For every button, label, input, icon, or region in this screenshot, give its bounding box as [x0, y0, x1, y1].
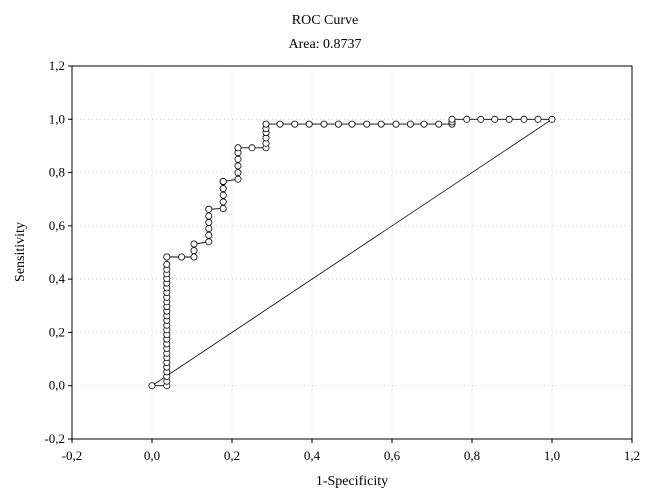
x-axis-label: 1-Specificity	[316, 474, 388, 489]
roc-point	[178, 253, 186, 261]
y-axis-label: Sensitivity	[13, 222, 28, 282]
y-tick-label: 0,0	[49, 378, 65, 393]
roc-point	[420, 120, 428, 128]
roc-point	[348, 120, 356, 128]
roc-point	[205, 205, 213, 213]
roc-point	[205, 238, 213, 246]
roc-point	[363, 120, 371, 128]
roc-point	[435, 120, 443, 128]
x-tick-label: 0,0	[144, 448, 160, 463]
x-tick-label: 0,4	[304, 448, 321, 463]
roc-point	[205, 218, 213, 226]
roc-point	[234, 144, 242, 152]
roc-point	[491, 115, 499, 123]
roc-point	[234, 155, 242, 163]
roc-point	[276, 120, 284, 128]
roc-point	[234, 175, 242, 183]
roc-point	[190, 247, 198, 255]
chart-subtitle: Area: 0.8737	[288, 37, 361, 52]
roc-point	[320, 120, 328, 128]
x-tick-label: -0,2	[62, 448, 83, 463]
roc-point	[463, 115, 471, 123]
y-tick-label: 0,8	[49, 165, 65, 180]
y-tick-label: 1,0	[49, 111, 65, 126]
roc-point	[205, 224, 213, 232]
x-tick-label: 0,2	[224, 448, 240, 463]
y-tick-label: -0,2	[44, 431, 65, 446]
roc-point	[248, 144, 256, 152]
roc-point	[505, 115, 513, 123]
chart-title: ROC Curve	[292, 13, 359, 28]
roc-point	[262, 120, 270, 128]
y-tick-label: 1,2	[49, 58, 65, 73]
roc-point	[163, 260, 171, 268]
reference-diagonal-line	[151, 118, 553, 387]
roc-point	[305, 120, 313, 128]
x-tick-label: 0,8	[464, 448, 480, 463]
roc-point	[219, 185, 227, 193]
roc-point	[406, 120, 414, 128]
roc-point	[377, 120, 385, 128]
plot-lines	[151, 118, 553, 387]
roc-point	[205, 212, 213, 220]
roc-point	[534, 115, 542, 123]
roc-point	[234, 169, 242, 177]
x-tick-label: 0,6	[384, 448, 401, 463]
roc-point	[190, 240, 198, 248]
plot-frame	[71, 65, 633, 440]
y-tick-label: 0,4	[49, 271, 66, 286]
roc-point	[190, 253, 198, 261]
data-points	[148, 115, 556, 390]
roc-point	[205, 231, 213, 239]
roc-point	[219, 191, 227, 199]
roc-point	[219, 204, 227, 212]
axis-ticks: -0,2 0,0 0,2 0,4 0,6 0,8 1,0 1,2 1,2 1,0 0,8 0,6 0,4…	[44, 58, 640, 463]
roc-point	[548, 115, 556, 123]
y-tick-label: 0,6	[49, 218, 66, 233]
roc-point	[234, 162, 242, 170]
roc-point	[448, 115, 456, 123]
roc-point	[291, 120, 299, 128]
roc-point	[219, 198, 227, 206]
roc-point	[477, 115, 485, 123]
x-tick-label: 1,0	[544, 448, 560, 463]
roc-point	[163, 253, 171, 261]
roc-point	[520, 115, 528, 123]
roc-point	[334, 120, 342, 128]
roc-point	[219, 177, 227, 185]
roc-point	[392, 120, 400, 128]
grid	[72, 66, 632, 439]
roc-point	[148, 382, 156, 390]
y-tick-label: 0,2	[49, 324, 65, 339]
x-tick-label: 1,2	[624, 448, 640, 463]
